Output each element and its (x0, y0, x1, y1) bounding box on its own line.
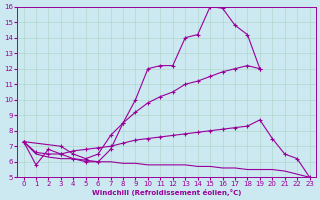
X-axis label: Windchill (Refroidissement éolien,°C): Windchill (Refroidissement éolien,°C) (92, 189, 241, 196)
